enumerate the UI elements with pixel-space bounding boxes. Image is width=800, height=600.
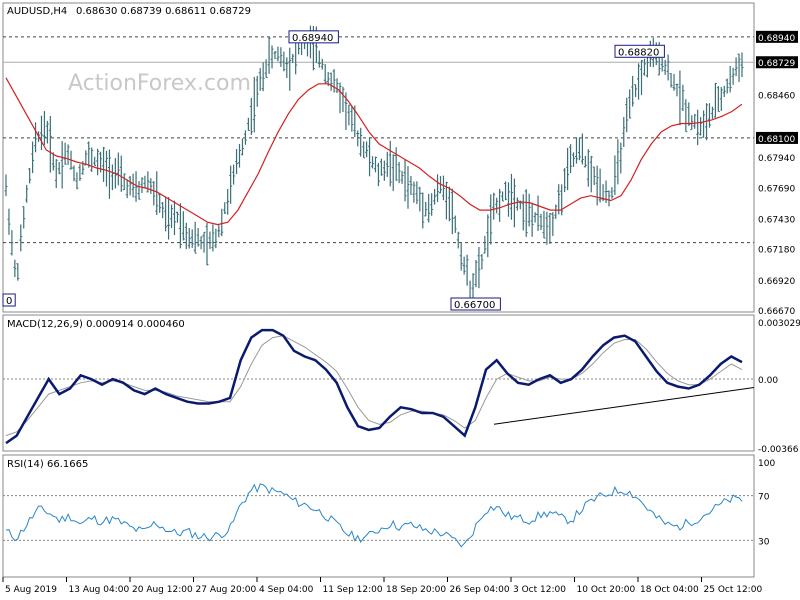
price-bars [4, 25, 744, 305]
x-tick-label-1: 13 Aug 04:00 [69, 585, 130, 595]
price-tick-8: 0.66920 [758, 277, 795, 287]
macd-header: MACD(12,26,9) 0.000914 0.000460 [7, 319, 185, 330]
price-tick-6: 0.67430 [758, 216, 795, 226]
x-tick-label-10: 18 Oct 04:00 [640, 585, 699, 595]
x-tick-label-0: 5 Aug 2019 [5, 585, 57, 595]
price-panel-frame [2, 2, 755, 313]
annotation-label-1: 0.68820 [618, 47, 659, 58]
annotation-box-1 [614, 44, 665, 58]
price-tick-bg-0 [756, 30, 798, 43]
rsi-header: RSI(14) 66.1665 [7, 459, 88, 470]
rsi-tick-0: 100 [758, 459, 775, 469]
macd-signal-line [5, 335, 743, 437]
price-tick-bg-1 [756, 56, 798, 69]
annotation-label-3: 0 [6, 296, 12, 307]
macd-y-axis: 0.003029 0.00 -0.00366 [758, 319, 800, 455]
macd-tick-2: -0.00366 [758, 445, 799, 455]
macd-trendline [493, 387, 755, 425]
macd-panel-frame [2, 314, 755, 452]
x-tick-label-4: 4 Sep 04:00 [259, 585, 314, 595]
price-tick-7: 0.67180 [758, 246, 795, 256]
x-tick-label-6: 18 Sep 20:00 [386, 585, 446, 595]
rsi-lines [3, 483, 754, 548]
x-tick-label-8: 3 Oct 12:00 [513, 585, 566, 595]
macd-tick-1: 0.00 [758, 376, 778, 386]
price-header-ohlc: 0.68630 0.68739 0.68611 0.68729 [76, 6, 251, 17]
annotation-label-2: 0.66700 [454, 300, 495, 311]
rsi-panel-frame [2, 454, 755, 578]
rsi-y-axis: 100 70 30 [758, 459, 775, 547]
x-tick-label-7: 26 Sep 04:00 [450, 585, 510, 595]
price-annotations: 0.68940 0.68820 0.66700 0 [2, 30, 665, 311]
price-tick-5: 0.67690 [758, 184, 795, 194]
x-tick-label-2: 20 Aug 12:00 [132, 585, 193, 595]
macd-lines [3, 328, 755, 445]
x-tick-label-5: 11 Sep 12:00 [323, 585, 383, 595]
price-tick-4: 0.67940 [758, 154, 795, 164]
x-axis: 5 Aug 2019 13 Aug 04:00 20 Aug 12:00 27 Aug… [2, 577, 763, 595]
price-horizontal-levels [3, 36, 754, 244]
rsi-tick-1: 70 [758, 493, 770, 503]
price-tick-1: 0.68729 [758, 59, 795, 69]
price-tick-2: 0.68460 [758, 92, 795, 102]
moving-average-line [5, 77, 743, 226]
price-y-axis: 0.68940 0.68729 0.68460 0.68100 0.67940 0.676… [756, 30, 798, 317]
rsi-tick-2: 30 [758, 537, 770, 547]
watermark: ActionForex.com [68, 71, 251, 96]
moving-average [5, 77, 743, 226]
price-tick-3: 0.68100 [758, 135, 795, 145]
x-tick-label-3: 27 Aug 20:00 [196, 585, 257, 595]
price-tick-9: 0.66670 [758, 307, 795, 317]
annotation-box-3 [2, 293, 16, 307]
price-tick-bg-3 [756, 131, 798, 144]
price-header-symbol: AUDUSD,H4 [7, 6, 67, 17]
x-tick-label-9: 10 Oct 20:00 [577, 585, 636, 595]
annotation-box-2 [450, 297, 501, 311]
x-tick-label-11: 25 Oct 12:00 [704, 585, 763, 595]
macd-line [5, 328, 743, 445]
annotation-label-0: 0.68940 [292, 33, 333, 44]
rsi-line [5, 483, 743, 548]
annotation-box-0 [288, 30, 339, 44]
macd-tick-0: 0.003029 [758, 319, 800, 329]
price-tick-0: 0.68940 [758, 34, 795, 44]
